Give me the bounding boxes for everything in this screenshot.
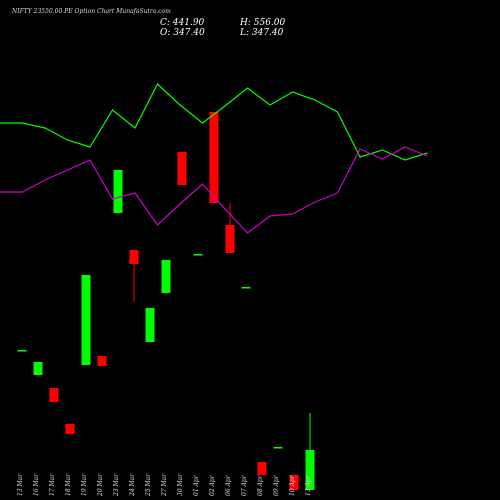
x-tick-label: 23 Mar [113,473,120,497]
candle-up [305,450,315,490]
candle-up [17,350,27,352]
x-tick-label: 18 Mar [65,473,72,496]
high-value: H: 556.00 [240,18,286,28]
x-tick-label: 24 Mar [129,473,136,497]
candle-down [97,356,107,366]
candle-up [145,308,155,342]
candle-down [177,152,187,185]
candle-up [193,254,203,256]
x-tick-label: 02 Apr [209,474,216,496]
x-tick-label: 10 Apr [289,474,296,496]
close-value: C: 441.90 [160,18,205,28]
candle-down [65,424,75,434]
x-tick-label: 13 Mar [17,473,24,496]
candle-up [273,447,283,449]
candle-down [129,250,139,264]
x-tick-label: 17 Mar [49,473,56,496]
candle-up [113,170,123,213]
x-tick-label: 16 Mar [33,473,40,496]
candle-down [257,462,267,475]
candle-down [209,112,219,203]
candle-up [81,275,91,365]
candle-down [289,475,299,490]
x-tick-label: 20 Mar [97,473,104,497]
x-tick-label: 19 Mar [81,473,88,496]
x-tick-label: 30 Mar [177,473,184,496]
candle-up [161,260,171,293]
x-tick-label: 06 Apr [225,474,232,496]
candle-down [225,225,235,253]
x-tick-label: 25 Mar [145,473,152,497]
x-tick-label: 08 Apr [257,474,264,496]
candle-up [33,362,43,375]
x-tick-label: 07 Apr [241,474,248,496]
green-line-series [0,83,428,161]
x-tick-label: 01 Apr [193,474,200,496]
open-value: O: 347.40 [160,28,205,38]
chart-title: NIFTY 23550.00 PE Option Chart MunafaSut… [12,8,171,15]
candle-down [49,388,59,402]
x-tick-label: 09 Apr [273,474,280,496]
x-tick-label: 27 Mar [161,473,168,497]
x-tick-label: 13 Apr [305,474,312,496]
candle-up [241,287,251,289]
magenta-line-series [0,146,428,234]
low-value: L: 347.40 [240,28,284,38]
